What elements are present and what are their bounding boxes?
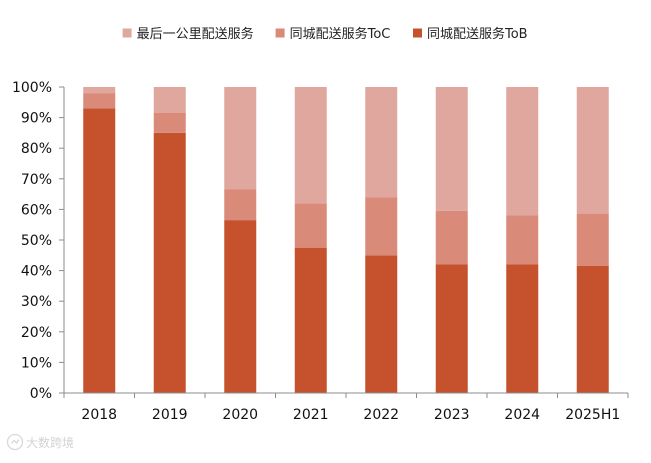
bar-segment-1-2025H1 <box>576 266 609 393</box>
x-tick-label: 2018 <box>81 407 117 423</box>
y-tick-label: 30% <box>21 294 52 310</box>
axes: 0% 10% 20% 30% 40% 50% 60% 70% 80% 90% 100% 2018 201… <box>12 80 629 423</box>
legend: 最后一公里配送服务 同城配送服务ToC 同城配送服务ToB <box>122 26 528 42</box>
y-tick-label: 60% <box>21 202 52 218</box>
bar-segment-3-2020 <box>224 87 257 190</box>
bar-segment-2-2022 <box>365 197 398 256</box>
bar-segment-2-2019 <box>153 113 186 133</box>
bar-segment-2-2025H1 <box>576 213 609 267</box>
x-tick-label: 2022 <box>363 407 399 423</box>
y-tick-label: 40% <box>21 264 52 280</box>
bar-segment-3-2024 <box>506 87 539 216</box>
bar-segment-3-2022 <box>365 87 398 198</box>
legend-swatch-1 <box>413 28 422 38</box>
x-tick-label: 2025H1 <box>565 407 620 423</box>
legend-swatch-3 <box>122 28 132 38</box>
watermark: 大数跨境 <box>6 433 74 451</box>
x-tick-label: 2024 <box>504 407 540 423</box>
y-tick-label: 80% <box>21 141 52 157</box>
legend-label-3: 最后一公里配送服务 <box>137 26 254 42</box>
bar-segment-1-2021 <box>294 247 327 393</box>
bar-segment-2-2024 <box>506 215 539 265</box>
bar-segment-3-2019 <box>153 87 186 114</box>
legend-swatch-2 <box>275 28 285 38</box>
bar-segment-2-2021 <box>294 203 327 248</box>
x-tick-label: 2020 <box>222 407 258 423</box>
y-tick-label: 50% <box>21 233 52 249</box>
x-tick-label: 2019 <box>152 407 188 423</box>
y-tick-label: 20% <box>21 325 52 341</box>
y-tick-label: 100% <box>12 80 52 96</box>
y-tick-label: 90% <box>21 111 52 127</box>
x-tick-label: 2021 <box>293 407 329 423</box>
y-tick-label: 70% <box>21 172 52 188</box>
y-tick-label: 10% <box>21 355 52 371</box>
bar-segment-3-2025H1 <box>576 87 609 214</box>
bar-segment-2-2020 <box>224 189 257 221</box>
bar-segment-1-2022 <box>365 255 398 393</box>
legend-label-1: 同城配送服务ToB <box>427 26 528 42</box>
bar-segment-3-2021 <box>294 87 327 204</box>
bar-segment-1-2018 <box>83 108 116 394</box>
bar-segment-1-2020 <box>224 220 257 393</box>
bar-segment-3-2023 <box>435 87 468 211</box>
bars <box>83 87 609 394</box>
bar-segment-3-2018 <box>83 87 116 94</box>
bar-segment-1-2023 <box>435 264 468 393</box>
legend-label-2: 同城配送服务ToC <box>290 26 391 42</box>
bar-segment-1-2019 <box>153 132 186 393</box>
bar-segment-1-2024 <box>506 264 539 393</box>
x-tick-label: 2023 <box>434 407 470 423</box>
bar-segment-2-2023 <box>435 210 468 265</box>
logo-icon <box>6 433 24 451</box>
y-tick-label: 0% <box>30 386 52 402</box>
watermark-text: 大数跨境 <box>26 435 74 450</box>
bar-segment-2-2018 <box>83 93 116 109</box>
